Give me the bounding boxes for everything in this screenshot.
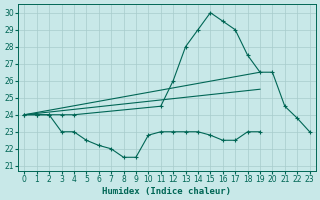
X-axis label: Humidex (Indice chaleur): Humidex (Indice chaleur): [102, 187, 231, 196]
